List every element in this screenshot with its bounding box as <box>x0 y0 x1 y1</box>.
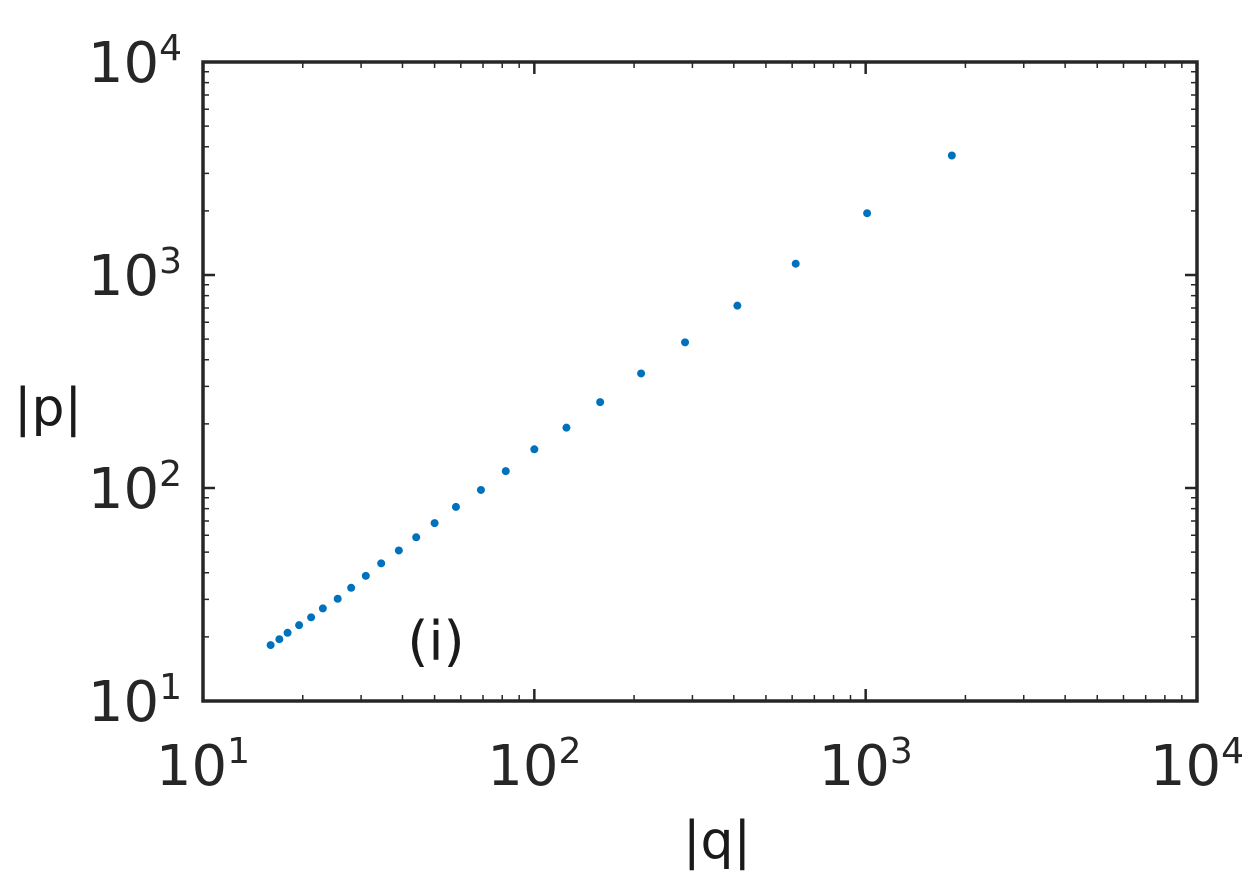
data-point <box>863 209 872 218</box>
y-axis-label: |p| <box>14 378 82 438</box>
data-point <box>318 604 327 613</box>
data-point <box>394 546 403 555</box>
x-tick-labels: 101 102 103 104 <box>156 731 1244 799</box>
data-point <box>361 571 370 580</box>
data-point <box>266 641 275 650</box>
data-point <box>295 621 304 630</box>
panel-annotation: (i) <box>407 610 464 673</box>
data-point <box>451 502 460 511</box>
x-tick-label: 104 <box>1150 731 1244 799</box>
y-tick-label: 102 <box>88 454 182 522</box>
y-tick-label: 103 <box>88 241 182 309</box>
data-point <box>476 485 485 494</box>
data-point <box>791 259 800 268</box>
data-point <box>562 423 571 432</box>
y-tick-label: 104 <box>88 28 182 96</box>
data-point <box>733 301 742 310</box>
data-point <box>377 559 386 568</box>
data-point <box>637 369 646 378</box>
x-tick-label: 103 <box>819 731 913 799</box>
x-tick-label: 101 <box>156 731 250 799</box>
y-tick-labels: 101 102 103 104 <box>88 28 182 735</box>
data-point <box>501 467 510 476</box>
data-point <box>596 398 605 407</box>
y-tick-label: 101 <box>88 667 182 735</box>
plot-frame <box>201 60 1199 703</box>
data-point <box>283 628 292 637</box>
data-point <box>681 338 690 347</box>
data-point <box>530 445 539 454</box>
data-point <box>307 613 316 622</box>
x-tick-label: 102 <box>487 731 581 799</box>
data-point <box>412 533 421 542</box>
data-point <box>347 583 356 592</box>
x-axis-label: |q| <box>683 811 751 871</box>
data-points <box>266 151 956 650</box>
data-point <box>333 594 342 603</box>
data-point <box>947 151 956 160</box>
data-point <box>275 635 284 644</box>
data-point <box>430 519 439 528</box>
